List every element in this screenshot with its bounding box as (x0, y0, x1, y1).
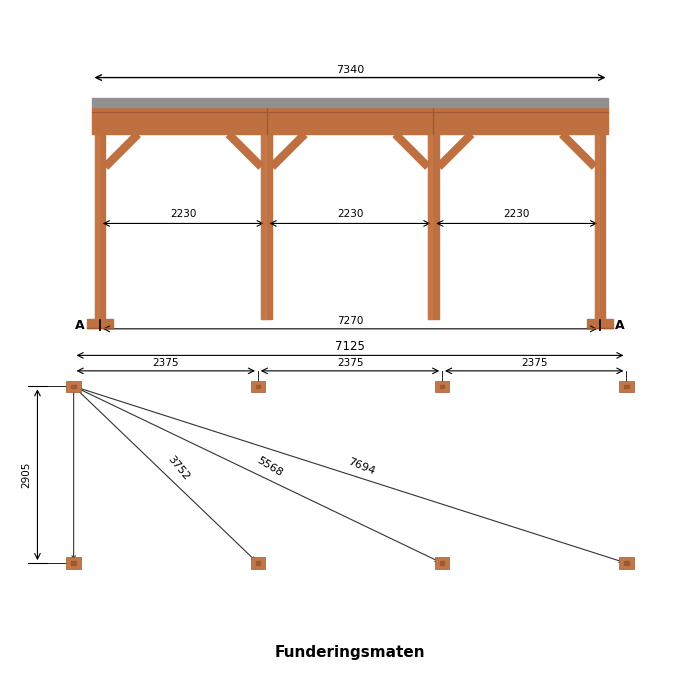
Text: 2230: 2230 (337, 209, 363, 219)
Bar (435, 381, 449, 392)
Bar (440, 561, 444, 565)
Text: 2230: 2230 (503, 209, 530, 219)
Bar (66, 381, 81, 392)
Bar (92, 107, 608, 134)
Text: 2905: 2905 (21, 461, 31, 488)
Text: 7125: 7125 (335, 340, 365, 353)
Bar (440, 384, 444, 388)
Bar (251, 557, 265, 569)
Text: 2375: 2375 (153, 358, 179, 368)
Bar (71, 384, 76, 388)
Bar (66, 557, 81, 569)
Bar (595, 134, 606, 318)
Text: 7694: 7694 (346, 456, 377, 477)
Bar (428, 134, 433, 318)
Text: 7270: 7270 (337, 316, 363, 326)
Text: Funderingsmaten: Funderingsmaten (274, 645, 426, 659)
Bar (587, 318, 613, 328)
Bar (624, 561, 629, 565)
Bar (619, 557, 634, 569)
Bar (71, 561, 76, 565)
Text: A: A (615, 319, 624, 332)
Polygon shape (105, 134, 138, 167)
Bar (87, 318, 113, 328)
Text: 3752: 3752 (166, 454, 192, 482)
Bar (428, 134, 439, 318)
Bar (619, 381, 634, 392)
Text: A: A (76, 319, 85, 332)
Bar (435, 557, 449, 569)
Bar (624, 384, 629, 388)
Bar (595, 134, 599, 318)
Text: 2375: 2375 (521, 358, 547, 368)
Bar (251, 381, 265, 392)
Text: 2375: 2375 (337, 358, 363, 368)
Bar (256, 561, 260, 565)
Text: 7340: 7340 (336, 64, 364, 75)
Bar (94, 134, 99, 318)
Bar (261, 134, 265, 318)
Text: 2230: 2230 (170, 209, 197, 219)
Text: 5568: 5568 (256, 455, 284, 479)
Bar (92, 99, 608, 107)
Bar (256, 384, 260, 388)
Bar (94, 134, 105, 318)
Bar (261, 134, 272, 318)
